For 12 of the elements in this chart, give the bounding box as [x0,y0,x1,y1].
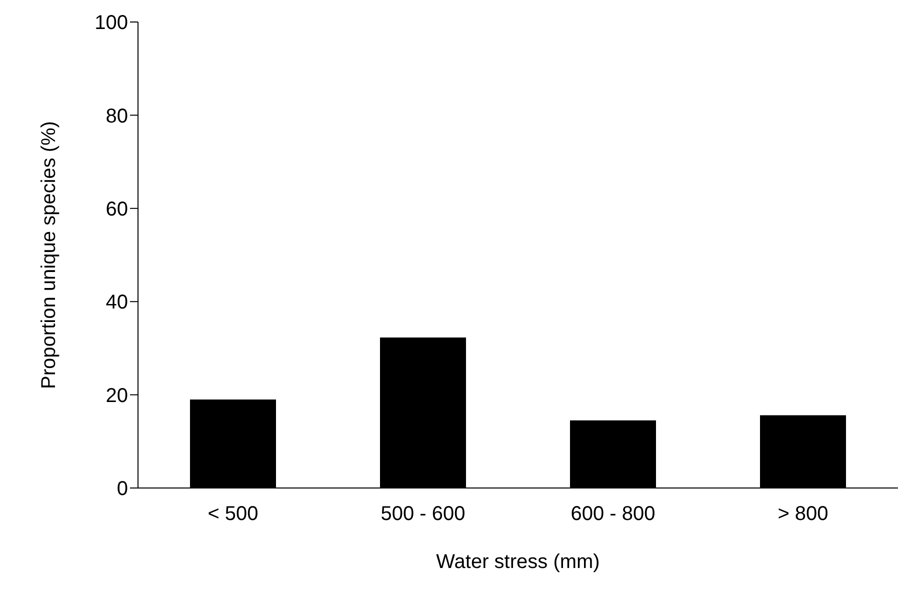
y-tick-label: 60 [106,198,128,220]
y-axis-title: Proportion unique species (%) [38,121,60,389]
y-tick-label: 0 [116,478,128,500]
x-tick-label: 500 - 600 [380,503,466,526]
x-tick-label: < 500 [208,503,258,526]
x-tick-label: > 800 [778,503,828,526]
x-tick-label: 600 - 800 [570,503,656,526]
y-tick-label: 100 [94,12,128,34]
y-tick-label: 80 [106,105,128,128]
x-axis-title: Water stress (mm) [436,551,600,573]
y-tick-label: 20 [106,384,128,407]
y-tick-label: 40 [106,292,128,314]
